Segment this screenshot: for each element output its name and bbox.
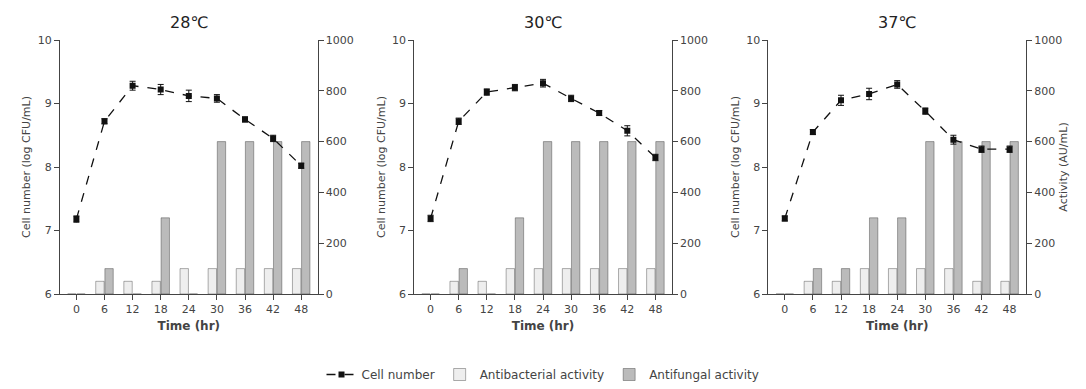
svg-text:36: 36 (946, 303, 960, 316)
svg-text:600: 600 (1034, 135, 1055, 148)
svg-text:28℃: 28℃ (170, 13, 208, 32)
svg-text:200: 200 (326, 237, 347, 250)
svg-text:6: 6 (455, 303, 462, 316)
svg-text:7: 7 (753, 224, 760, 237)
svg-text:7: 7 (399, 224, 406, 237)
svg-text:600: 600 (680, 135, 701, 148)
svg-text:42: 42 (620, 303, 634, 316)
svg-text:800: 800 (326, 85, 347, 98)
svg-text:8: 8 (45, 161, 52, 174)
svg-text:0: 0 (1034, 288, 1041, 301)
svg-text:12: 12 (834, 303, 848, 316)
svg-text:6: 6 (101, 303, 108, 316)
svg-text:Cell number (log CFU/mL): Cell number (log CFU/mL) (729, 96, 742, 238)
svg-text:36: 36 (238, 303, 252, 316)
svg-text:30: 30 (564, 303, 578, 316)
svg-text:24: 24 (182, 303, 196, 316)
svg-text:Cell number (log CFU/mL): Cell number (log CFU/mL) (20, 96, 33, 238)
svg-text:18: 18 (154, 303, 168, 316)
svg-text:1000: 1000 (326, 34, 354, 47)
svg-text:18: 18 (862, 303, 876, 316)
svg-text:Time (hr): Time (hr) (158, 319, 221, 333)
svg-text:0: 0 (73, 303, 80, 316)
svg-text:24: 24 (536, 303, 550, 316)
svg-text:800: 800 (680, 85, 701, 98)
svg-text:200: 200 (1034, 237, 1055, 250)
svg-text:12: 12 (480, 303, 494, 316)
svg-text:6: 6 (399, 288, 406, 301)
svg-text:24: 24 (890, 303, 904, 316)
svg-text:Antifungal activity: Antifungal activity (649, 368, 759, 382)
svg-text:7: 7 (45, 224, 52, 237)
svg-text:6: 6 (45, 288, 52, 301)
svg-text:18: 18 (508, 303, 522, 316)
svg-text:30℃: 30℃ (524, 13, 562, 32)
svg-text:Time (hr): Time (hr) (866, 319, 929, 333)
svg-text:30: 30 (210, 303, 224, 316)
svg-text:Time (hr): Time (hr) (512, 319, 575, 333)
svg-text:1000: 1000 (1034, 34, 1062, 47)
svg-text:6: 6 (809, 303, 816, 316)
svg-text:0: 0 (427, 303, 434, 316)
svg-text:8: 8 (753, 161, 760, 174)
svg-text:0: 0 (326, 288, 333, 301)
svg-text:Cell number: Cell number (362, 368, 435, 382)
svg-text:200: 200 (680, 237, 701, 250)
svg-text:9: 9 (753, 97, 760, 110)
svg-text:1000: 1000 (680, 34, 708, 47)
svg-text:10: 10 (392, 34, 406, 47)
svg-text:9: 9 (45, 97, 52, 110)
svg-text:400: 400 (680, 186, 701, 199)
svg-text:48: 48 (1003, 303, 1017, 316)
svg-text:10: 10 (38, 34, 52, 47)
svg-text:37℃: 37℃ (878, 13, 916, 32)
svg-text:600: 600 (326, 135, 347, 148)
svg-text:800: 800 (1034, 85, 1055, 98)
svg-text:0: 0 (781, 303, 788, 316)
svg-text:9: 9 (399, 97, 406, 110)
svg-text:42: 42 (266, 303, 280, 316)
svg-text:8: 8 (399, 161, 406, 174)
svg-text:Cell number (log CFU/mL): Cell number (log CFU/mL) (375, 96, 388, 238)
svg-text:10: 10 (746, 34, 760, 47)
svg-text:30: 30 (918, 303, 932, 316)
svg-text:400: 400 (326, 186, 347, 199)
svg-text:6: 6 (753, 288, 760, 301)
svg-text:12: 12 (126, 303, 140, 316)
svg-text:0: 0 (680, 288, 687, 301)
svg-text:36: 36 (592, 303, 606, 316)
svg-text:48: 48 (294, 303, 308, 316)
svg-text:48: 48 (648, 303, 662, 316)
svg-text:400: 400 (1034, 186, 1055, 199)
svg-text:42: 42 (975, 303, 989, 316)
svg-text:Activity (AU/mL): Activity (AU/mL) (1057, 122, 1070, 211)
svg-text:Antibacterial activity: Antibacterial activity (480, 368, 605, 382)
